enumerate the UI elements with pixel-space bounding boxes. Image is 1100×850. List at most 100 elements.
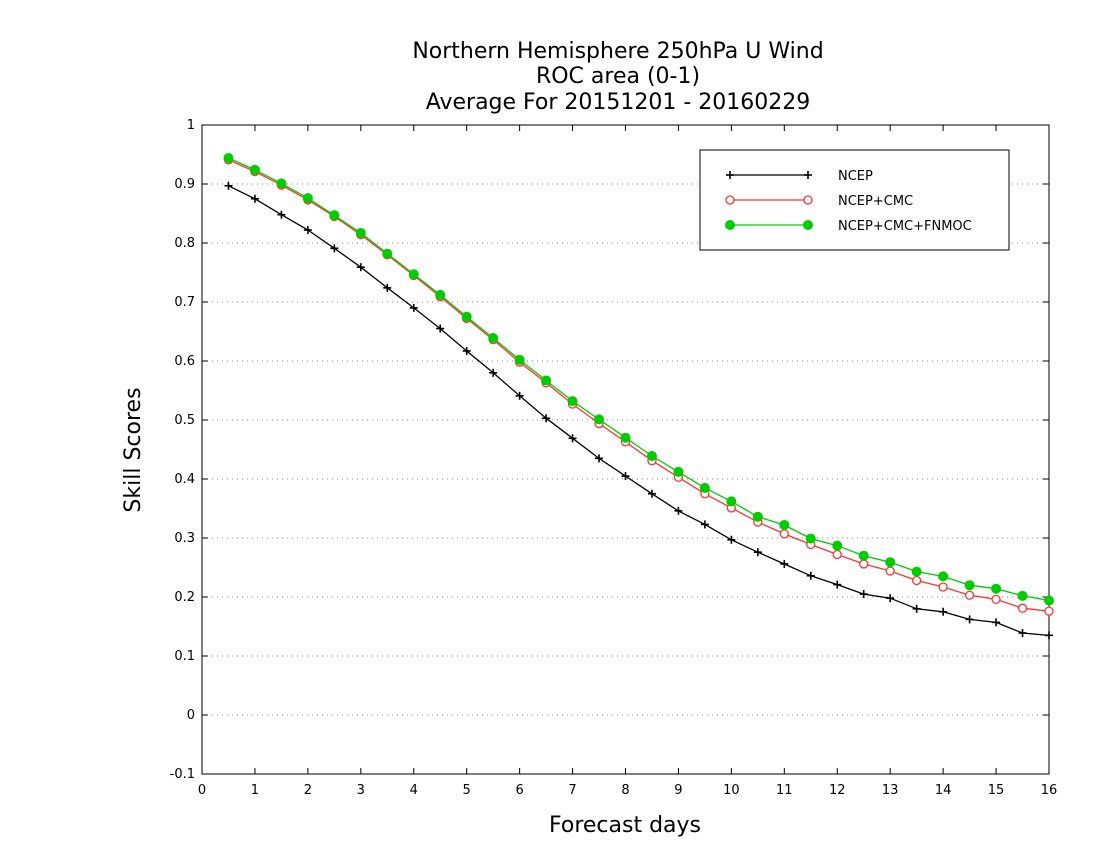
data-point [435, 289, 446, 300]
data-point [330, 244, 339, 253]
data-point [859, 590, 868, 599]
x-tick-label: 0 [198, 783, 206, 798]
data-point [1045, 631, 1053, 640]
x-tick-label: 8 [621, 783, 629, 798]
data-point [646, 450, 657, 461]
data-point [1017, 590, 1028, 601]
x-tick-label: 2 [304, 783, 312, 798]
data-point [224, 181, 233, 190]
grid [202, 183, 1049, 716]
x-tick-label: 10 [723, 783, 740, 798]
x-axis-label: Forecast days [549, 813, 701, 838]
data-point [1044, 606, 1054, 616]
y-tick-label: 0.1 [174, 649, 195, 664]
data-point [277, 210, 286, 219]
data-point [965, 615, 974, 624]
data-point [594, 414, 605, 425]
x-tick-label: 14 [935, 783, 952, 798]
data-point [302, 193, 313, 204]
data-point [858, 550, 869, 561]
data-point [356, 263, 365, 272]
data-point [488, 332, 499, 343]
data-point [674, 506, 683, 515]
data-point [568, 434, 577, 443]
y-tick-labels: -0.1 0 0.1 0.2 0.3 0.4 0.5 0.6 0.7 0.8 0.9 1 [170, 118, 195, 782]
data-point [859, 559, 869, 569]
data-point [964, 580, 975, 591]
series-3 [223, 153, 1054, 606]
y-tick-label: 0.4 [174, 472, 195, 487]
x-tick-label: 12 [829, 783, 846, 798]
y-tick-label: 0.2 [174, 590, 195, 605]
legend-marker [726, 171, 734, 179]
x-tick-label: 16 [1041, 783, 1058, 798]
data-point [461, 311, 472, 322]
legend-label: NCEP+CMC [838, 194, 913, 209]
data-point [752, 511, 763, 522]
data-point [462, 346, 471, 355]
data-point [939, 607, 948, 616]
y-tick-label: 0 [187, 708, 195, 723]
y-tick-label: 0.6 [174, 354, 195, 369]
data-point [885, 557, 896, 568]
legend-marker [803, 220, 813, 230]
x-tick-label: 15 [988, 783, 1005, 798]
data-point [885, 566, 895, 576]
x-tick-label: 9 [674, 783, 682, 798]
data-point [911, 566, 922, 577]
data-point [727, 535, 736, 544]
legend-entry: NCEP [726, 169, 873, 184]
data-point [595, 454, 604, 463]
x-tick-label: 1 [251, 783, 259, 798]
title-line-2: ROC area (0-1) [536, 64, 700, 89]
data-point [408, 269, 419, 280]
y-axis-label: Skill Scores [121, 387, 146, 512]
data-point [938, 571, 949, 582]
y-tick-label: 0.8 [174, 236, 195, 251]
x-tick-label: 5 [463, 783, 471, 798]
title-line-3: Average For 20151201 - 20160229 [426, 90, 811, 115]
series-line [228, 185, 1050, 637]
data-point [912, 604, 921, 613]
x-tick-label: 4 [410, 783, 418, 798]
x-tick-labels: 0 1 2 3 4 5 6 7 8 9 10 11 12 13 14 15 16 [198, 783, 1057, 798]
data-point [542, 414, 551, 423]
data-point [806, 571, 815, 580]
data-point [964, 590, 975, 600]
legend-marker [725, 195, 735, 205]
legend: NCEP NCEP+CMC NCEP+CMC+FNMOC [699, 149, 1010, 251]
data-point [250, 194, 259, 203]
x-tick-label: 6 [515, 783, 523, 798]
data-point [489, 368, 498, 377]
x-tick-label: 13 [882, 783, 899, 798]
axis-ticks [201, 124, 1050, 775]
data-point [382, 248, 393, 259]
data-point [647, 489, 656, 498]
data-point [700, 520, 709, 529]
data-point [938, 582, 948, 592]
x-tick-label: 11 [776, 783, 793, 798]
y-tick-label: 0.3 [174, 531, 195, 546]
y-tick-label: 1 [187, 118, 195, 133]
data-point [276, 178, 287, 189]
data-point [329, 210, 340, 221]
legend-entry: NCEP+CMC [725, 194, 913, 209]
legend-entry: NCEP+CMC+FNMOC [725, 219, 972, 234]
data-point [1018, 628, 1027, 637]
legend-label: NCEP [838, 169, 873, 184]
series [223, 153, 1054, 640]
data-point [832, 549, 842, 560]
legend-marker [804, 171, 812, 179]
data-point [832, 540, 843, 551]
data-point [753, 548, 762, 557]
x-tick-label: 3 [357, 783, 365, 798]
data-point [833, 580, 842, 589]
data-point [515, 391, 524, 400]
data-point [1017, 603, 1028, 613]
data-point [912, 575, 922, 586]
data-point [409, 303, 418, 312]
legend-marker [803, 195, 813, 205]
data-point [673, 466, 684, 477]
legend-marker [725, 220, 735, 230]
